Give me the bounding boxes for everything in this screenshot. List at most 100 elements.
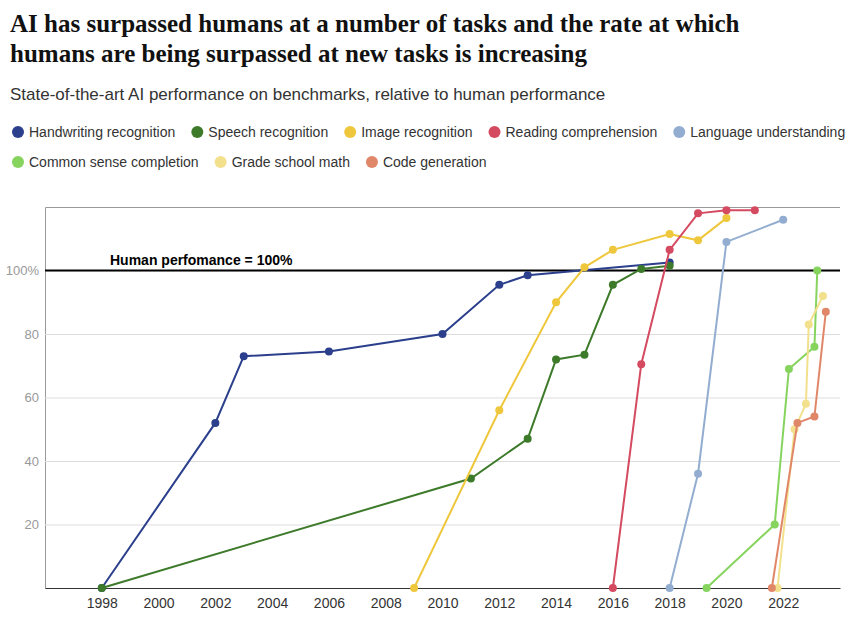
x-tick-label: 2012 [484,595,515,611]
y-tick: 20 [25,517,840,532]
x-tick-label: 2000 [143,595,174,611]
legend-label: Handwriting recognition [29,124,175,140]
x-tick-label: 1998 [87,595,118,611]
series-line [102,266,670,588]
title-line: AI has surpassed humans at a number of t… [10,10,746,37]
y-tick-label: 40 [25,454,39,469]
x-tick-label: 2018 [655,595,686,611]
x-tick: 2008 [371,588,402,611]
series-point [524,435,532,443]
series-point [666,230,674,238]
legend-marker [673,126,685,138]
series-point [609,584,617,592]
series-point [822,308,830,316]
series-point [637,360,645,368]
series-point [240,352,248,360]
series-point [771,521,779,529]
series-point [98,584,106,592]
series-point [751,206,759,214]
series-point [666,584,674,592]
legend-label: Language understanding [690,124,845,140]
x-tick-label: 2020 [711,595,742,611]
series-point [694,209,702,217]
series-point [609,281,617,289]
series-point [813,267,821,275]
legend-marker [191,126,203,138]
grid-line [45,461,840,462]
y-tick-label: 20 [25,517,39,532]
series-point [805,320,813,328]
legend-marker [366,156,378,168]
series-point [552,355,560,363]
series-point [325,347,333,355]
series-line [778,296,823,588]
series-point [439,330,447,338]
x-tick-label: 2008 [371,595,402,611]
series-line [707,271,818,589]
grid-line [45,525,840,526]
x-tick: 2010 [427,588,458,611]
x-tick: 2020 [711,588,742,611]
series-line [772,312,826,588]
y-axis: 20406080100% [6,208,840,589]
x-axis-line [46,588,841,589]
legend-item: Speech recognition [191,124,328,140]
series-point [694,236,702,244]
legend-item: Language understanding [673,124,845,140]
legend-label: Reading comprehension [505,124,657,140]
y-tick: 60 [25,390,840,405]
reference-line [45,270,840,272]
series-point [98,584,106,592]
legend-marker [344,126,356,138]
chart-container: AI has surpassed humans at a number of t… [0,0,862,642]
series-point [810,413,818,421]
x-tick: 2002 [200,588,231,611]
legend-item: Reading comprehension [488,124,657,140]
title-line: humans are being surpassed at new tasks … [10,40,587,67]
legend-item: Image recognition [344,124,472,140]
series-point [779,216,787,224]
series-point [410,584,418,592]
x-axis: 1998200020022004200620082010201220142016… [46,588,841,611]
legend-marker [12,156,24,168]
legend-label: Common sense completion [29,154,199,170]
series-point [703,584,711,592]
legend-label: Code generation [383,154,487,170]
y-tick-label: 100% [6,263,40,278]
series-point [609,246,617,254]
legend-label: Grade school math [232,154,350,170]
series-point [819,292,827,300]
legend-marker [215,156,227,168]
plot-area [98,206,830,592]
series-point [637,265,645,273]
legend-marker [12,126,24,138]
x-tick-label: 2016 [598,595,629,611]
x-tick-label: 2006 [314,595,345,611]
x-tick: 2000 [143,588,174,611]
series-point [524,271,532,279]
legend-label: Image recognition [361,124,472,140]
series-point [580,263,588,271]
legend-label: Speech recognition [208,124,328,140]
x-tick-label: 2002 [200,595,231,611]
legend-item: Code generation [366,154,487,170]
series-point [785,365,793,373]
legend-item: Handwriting recognition [12,124,175,140]
chart-subtitle: State-of-the-art AI performance on bench… [10,85,605,104]
grid-line [45,398,840,399]
series-point [722,206,730,214]
x-tick: 2012 [484,588,515,611]
y-tick: 40 [25,454,840,469]
y-axis-line [46,208,841,589]
x-tick: 2004 [257,588,288,611]
legend-item: Common sense completion [12,154,199,170]
legend: Handwriting recognition Speech recognitio… [12,124,845,170]
series-point [722,238,730,246]
chart-title: AI has surpassed humans at a number of t… [10,10,746,67]
series-line [102,263,670,588]
series-point [694,470,702,478]
y-tick-label: 60 [25,390,39,405]
series-point [495,406,503,414]
legend-marker [488,126,500,138]
series-point [495,281,503,289]
